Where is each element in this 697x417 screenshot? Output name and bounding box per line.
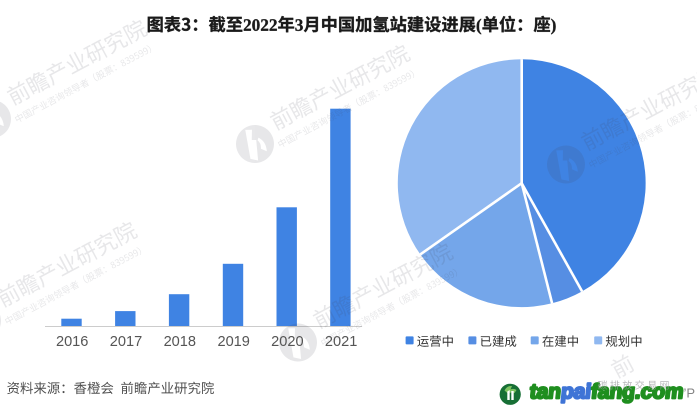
svg-text:’P: ’P: [684, 386, 696, 401]
svg-text:2019: 2019: [217, 334, 249, 350]
svg-text:2016: 2016: [56, 334, 88, 350]
svg-text:2021: 2021: [325, 334, 357, 350]
svg-text:2020: 2020: [271, 334, 303, 350]
svg-text:2017: 2017: [110, 334, 142, 350]
svg-text:2018: 2018: [164, 334, 196, 350]
